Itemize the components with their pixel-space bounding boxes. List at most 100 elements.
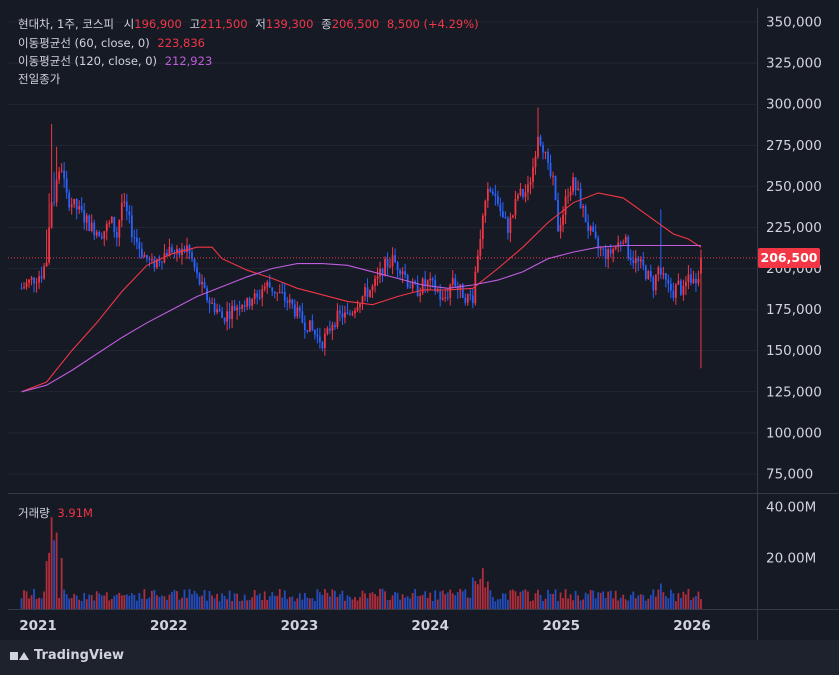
candle-body (150, 259, 153, 261)
candle-body (176, 248, 178, 253)
volume-bar (176, 591, 178, 609)
candle-body (331, 324, 334, 331)
volume-bar (446, 592, 449, 609)
chart-canvas[interactable]: 350,000 325,000 300,000 275,000 250,000 225,0… (0, 0, 839, 640)
volume-bar (579, 600, 582, 609)
candle-body (659, 267, 662, 275)
legend-ma120-value: 212,923 (164, 54, 213, 68)
volume-bar (514, 591, 517, 609)
volume-bar (539, 594, 542, 609)
candle-body (386, 258, 389, 267)
volume-bar (198, 596, 201, 609)
candle-body (409, 287, 412, 289)
candle-body (168, 247, 171, 257)
legend-symbol: 현대차, 1주, 코스피 (18, 17, 114, 31)
volume-bar (313, 600, 316, 609)
volume-bar (318, 592, 321, 609)
volume-bar (60, 558, 63, 609)
candle-body (574, 177, 577, 191)
candle-body (316, 334, 319, 337)
candle-body (329, 328, 331, 331)
volume-bar (499, 598, 502, 609)
candle-body (339, 310, 341, 314)
candle-body (286, 300, 289, 303)
candle-body (60, 170, 63, 172)
candle-body (38, 276, 40, 283)
volume-bar (659, 583, 662, 609)
candle-body (504, 217, 507, 219)
candle-body (700, 257, 702, 274)
volume-bar (50, 517, 53, 609)
volume-bar (178, 599, 181, 609)
volume-bar (669, 589, 672, 609)
volume-bar (572, 600, 574, 609)
volume-bar (456, 591, 459, 609)
tradingview-logo[interactable]: TradingView (10, 648, 124, 663)
volume-bar (687, 588, 690, 609)
volume-bar (667, 598, 670, 609)
candle-body (143, 254, 146, 258)
candle-body (501, 211, 504, 218)
time-tick-label: 2023 (281, 618, 319, 634)
candle-body (539, 136, 542, 146)
volume-bar (233, 593, 236, 609)
volume-bar (296, 598, 299, 609)
candle-body (396, 262, 399, 271)
volume-bar (331, 589, 334, 609)
volume-bar (30, 595, 33, 609)
time-tick-label: 2026 (673, 618, 711, 634)
volume-bar (341, 590, 344, 609)
candle-body (634, 258, 637, 264)
volume-bar (592, 590, 595, 609)
volume-bar (123, 595, 126, 609)
candle-body (83, 209, 86, 223)
candle-body (567, 195, 569, 197)
volume-bar (125, 594, 128, 609)
candle-body (133, 237, 136, 239)
volume-bar (554, 589, 557, 609)
volume-bar (489, 590, 492, 609)
volume-bar (35, 598, 38, 609)
price-tick-label: 300,000 (766, 97, 822, 113)
candle-body (489, 188, 492, 192)
volume-bar (354, 597, 356, 609)
volume-bar (426, 597, 429, 609)
volume-bar (677, 593, 680, 609)
candle-body (619, 242, 622, 244)
candle-body (679, 280, 682, 295)
candle-body (476, 255, 479, 272)
candle-body (261, 289, 264, 298)
volume-bar (476, 584, 479, 609)
legend-volume[interactable]: 거래량 3.91M (18, 505, 93, 521)
candle-body (517, 195, 519, 199)
volume-bar (228, 590, 231, 609)
volume-bar (679, 597, 682, 609)
volume-bar (186, 597, 188, 609)
volume-bar (359, 597, 361, 609)
time-tick-label: 2021 (19, 618, 57, 634)
candle-body (519, 188, 522, 196)
candle-body (662, 273, 665, 275)
candle-body (569, 191, 572, 196)
candle-body (677, 280, 680, 285)
candle-body (166, 252, 168, 257)
candle-body (120, 202, 123, 221)
volume-bar (140, 598, 143, 609)
candle-body (552, 175, 554, 177)
legend-prev-close[interactable]: 전일종가 (18, 71, 60, 87)
volume-bar (614, 590, 617, 609)
candle-body (542, 145, 544, 153)
candle-body (241, 305, 244, 309)
candle-body (444, 297, 447, 299)
candle-body (419, 293, 422, 297)
candle-body (48, 227, 51, 263)
legend-ma60[interactable]: 이동평균선 (60, close, 0) 223,836 (18, 35, 205, 51)
candle-body (682, 286, 685, 295)
candle-body (609, 249, 612, 254)
volume-bar (584, 592, 587, 609)
legend-ma120[interactable]: 이동평균선 (120, close, 0) 212,923 (18, 53, 212, 69)
candle-body (369, 290, 371, 297)
volume-bar (664, 596, 667, 609)
candle-body (140, 248, 143, 258)
volume-bar (557, 601, 559, 609)
